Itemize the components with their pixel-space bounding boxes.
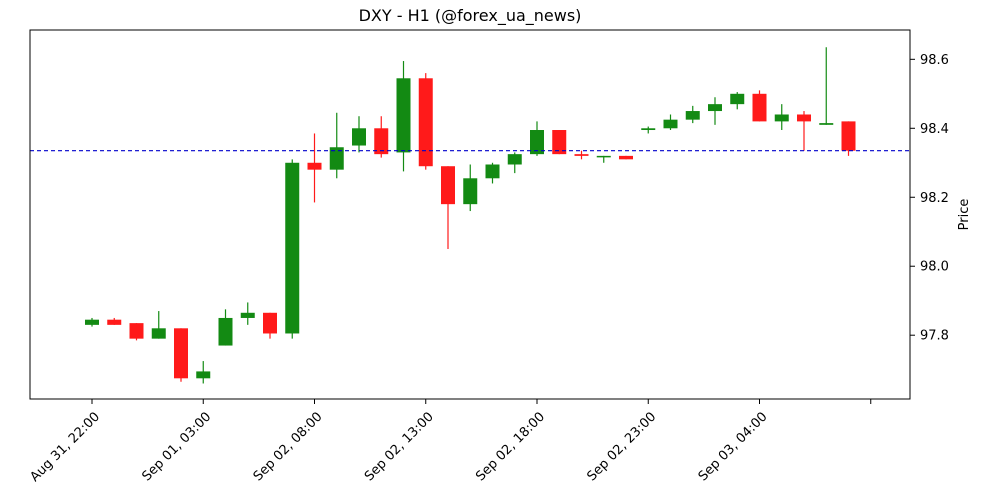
candle-body-up bbox=[596, 155, 611, 158]
candle-body-down bbox=[441, 166, 455, 205]
candles-layer bbox=[85, 47, 856, 384]
plot-frame bbox=[29, 29, 911, 400]
y-tick-label: 98.6 bbox=[920, 53, 949, 68]
candle-body-down bbox=[174, 328, 188, 379]
candle-body-up bbox=[240, 312, 255, 318]
candle-body-down bbox=[841, 121, 856, 151]
x-tick-label: Sep 02, 13:00 bbox=[362, 409, 437, 484]
y-tick-label: 98.0 bbox=[920, 260, 949, 275]
y-axis-label: Price bbox=[957, 199, 972, 231]
candle-body-down bbox=[129, 323, 144, 339]
candle-body-up bbox=[774, 114, 789, 122]
candle-body-up bbox=[151, 328, 166, 339]
x-tick-label: Sep 02, 08:00 bbox=[251, 409, 326, 484]
candle-body-down bbox=[752, 93, 767, 122]
candle-body-up bbox=[85, 319, 99, 325]
candle-body-up bbox=[708, 104, 722, 112]
candle-body-down bbox=[307, 162, 322, 170]
candle-body-up bbox=[463, 178, 478, 205]
candle-body-up bbox=[663, 119, 678, 129]
candle-body-down bbox=[418, 78, 433, 167]
candle-body-down bbox=[552, 130, 567, 155]
candle-body-up bbox=[685, 111, 700, 120]
chart-title: DXY - H1 (@forex_ua_news) bbox=[358, 6, 582, 25]
candle-body-up bbox=[218, 317, 233, 346]
candle-body-down bbox=[619, 155, 633, 160]
candle-body-up bbox=[819, 123, 834, 125]
x-tick-label: Sep 02, 23:00 bbox=[584, 409, 659, 484]
y-tick-label: 98.2 bbox=[920, 191, 949, 206]
candle-body-down bbox=[107, 319, 122, 325]
candle-body-down bbox=[797, 114, 811, 122]
y-axis: 97.8 98.0 98.2 98.4 98.6 bbox=[910, 53, 949, 344]
candle-body-up bbox=[329, 147, 344, 170]
candle-body-down bbox=[263, 312, 277, 334]
x-axis: Aug 31, 22:00 Sep 01, 03:00 Sep 02, 08:00 S… bbox=[28, 399, 872, 485]
candle-body-up bbox=[507, 154, 522, 165]
x-tick-label: Sep 01, 03:00 bbox=[139, 409, 214, 484]
candle-body-down bbox=[574, 154, 589, 156]
candle-body-up bbox=[530, 130, 544, 155]
x-tick-label: Sep 02, 18:00 bbox=[473, 409, 548, 484]
candle-body-up bbox=[352, 128, 366, 146]
candle-body-up bbox=[396, 78, 411, 153]
candle-body-down bbox=[374, 128, 389, 155]
candle-body-up bbox=[730, 93, 745, 105]
candle-body-up bbox=[196, 371, 211, 379]
candle-body-up bbox=[485, 164, 500, 179]
y-tick-label: 97.8 bbox=[920, 329, 949, 344]
candle-body-up bbox=[285, 162, 300, 334]
candle-body-up bbox=[641, 128, 656, 131]
x-tick-label: Sep 03, 04:00 bbox=[696, 409, 771, 484]
x-tick-label: Aug 31, 22:00 bbox=[28, 409, 104, 485]
y-tick-label: 98.4 bbox=[920, 122, 949, 137]
